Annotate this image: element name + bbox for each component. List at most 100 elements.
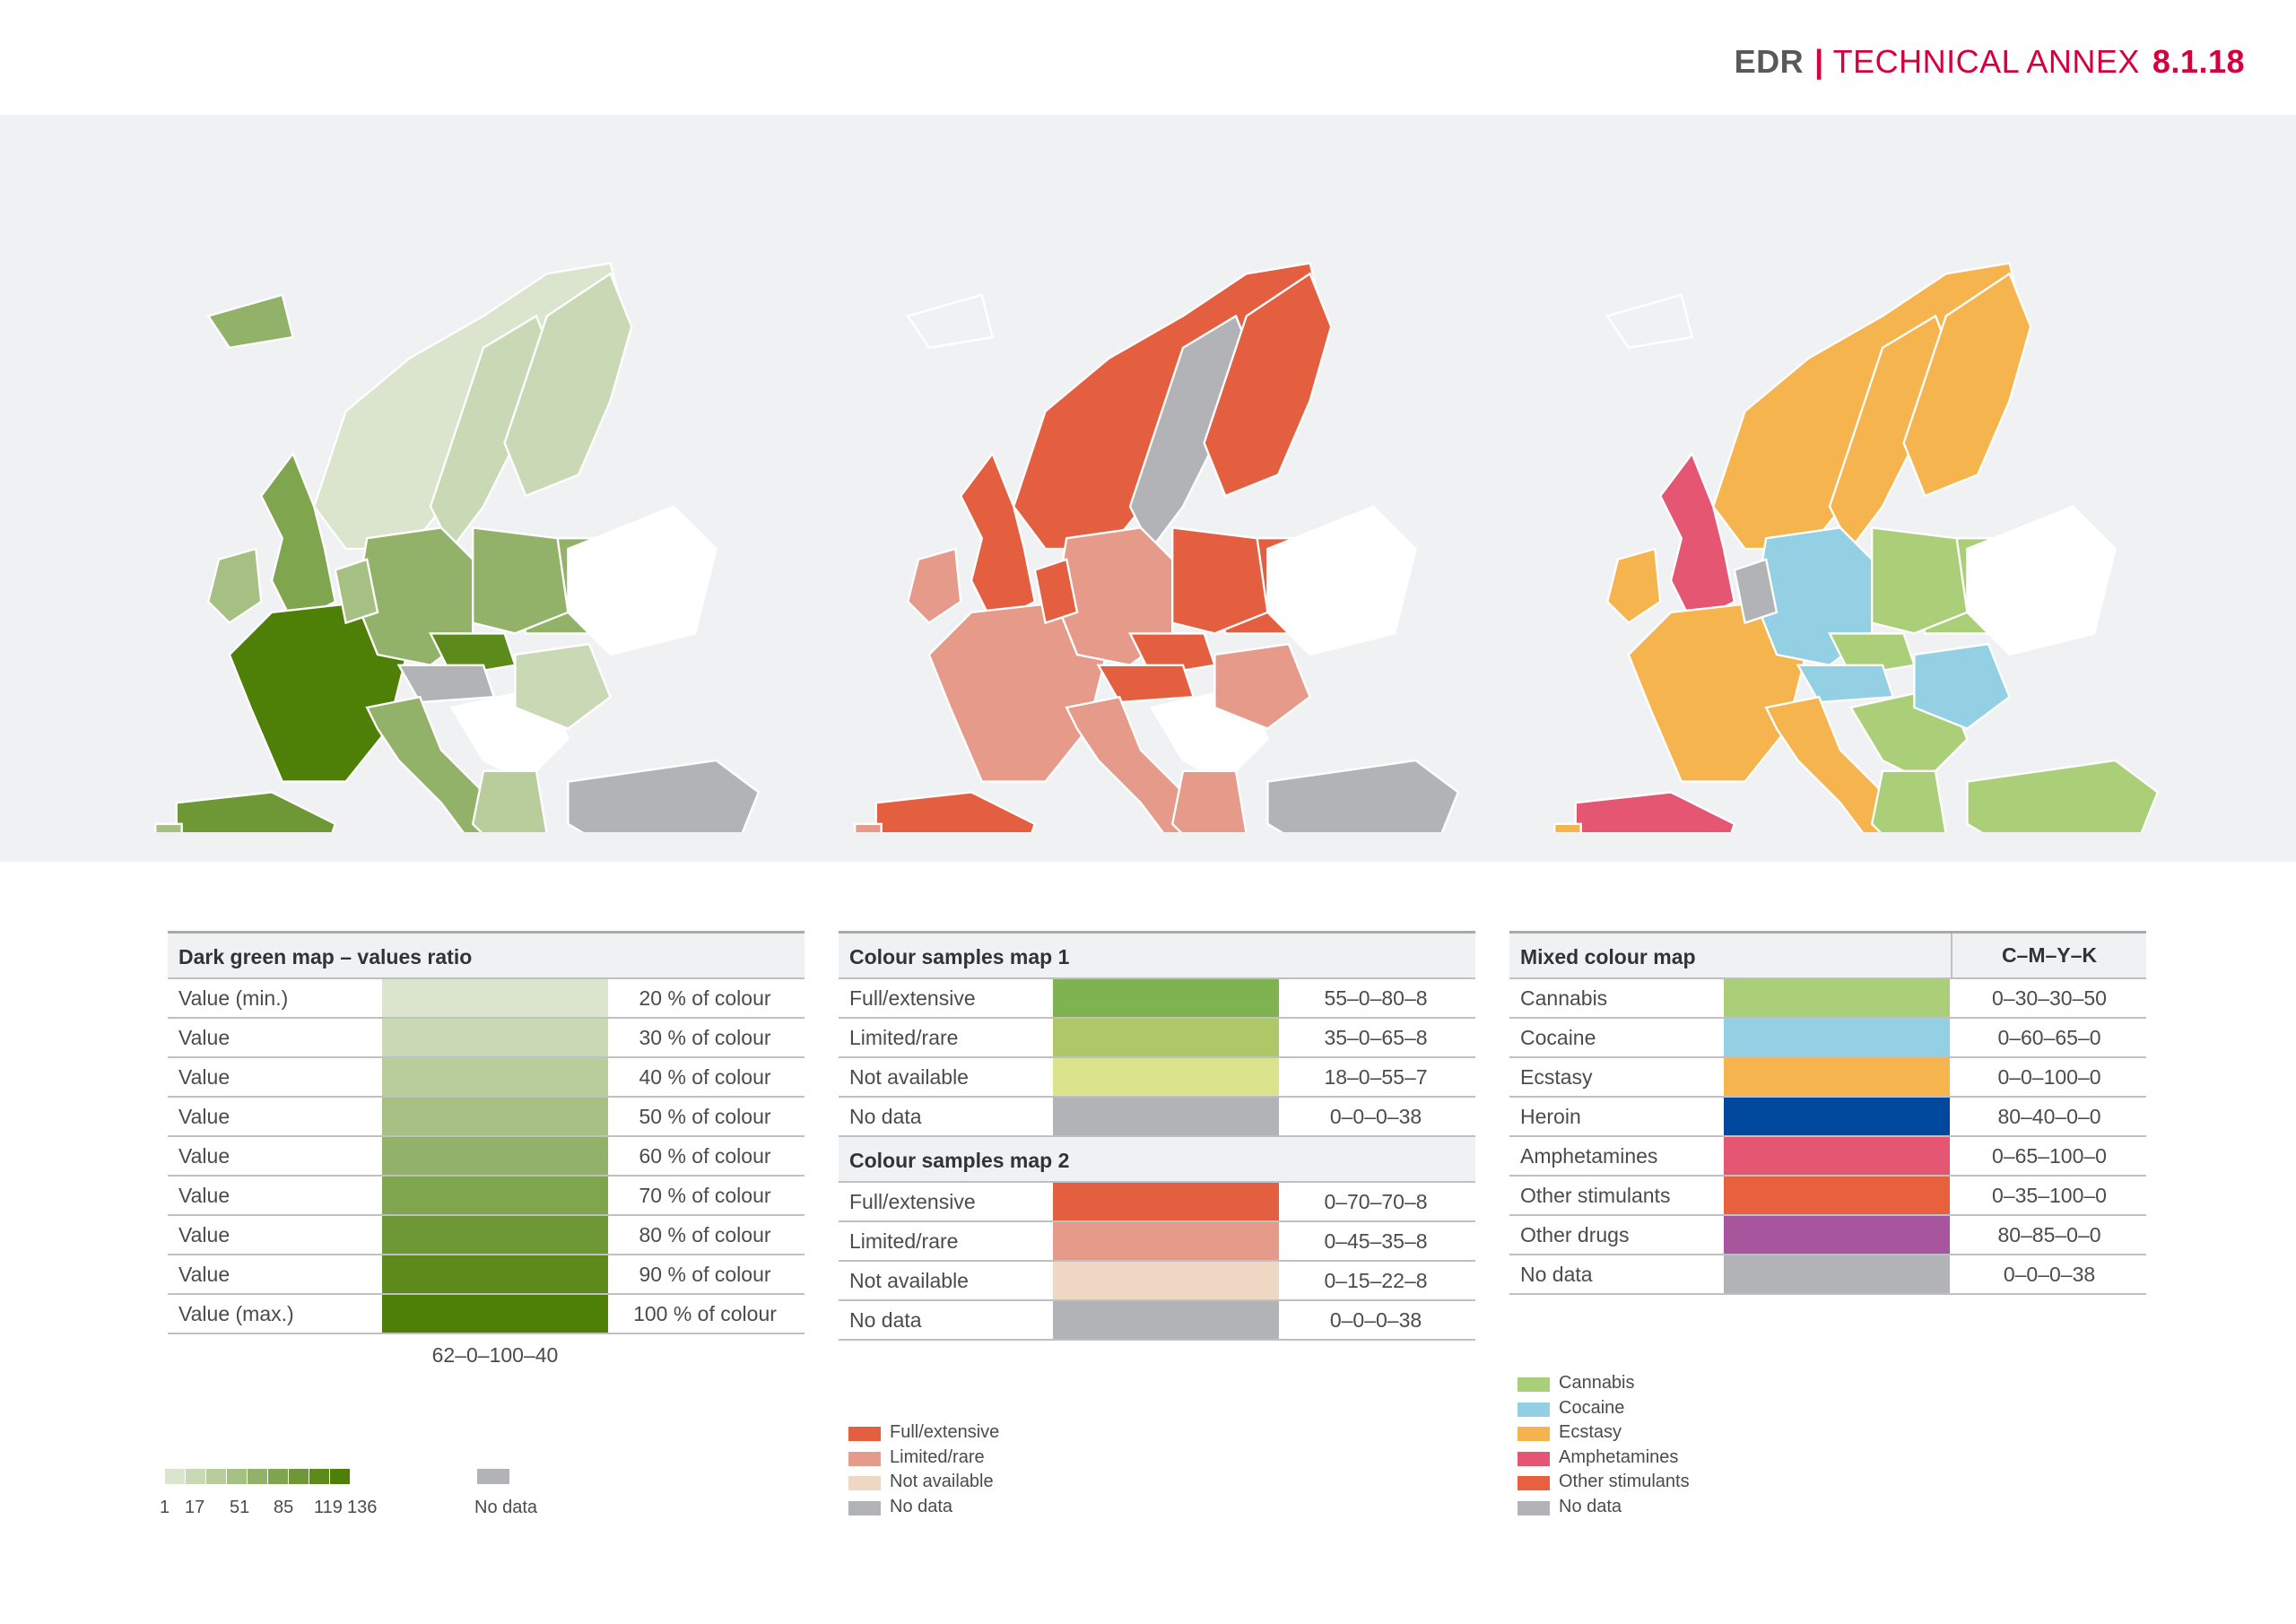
legend-label: No data <box>890 1496 953 1516</box>
row-label: Amphetamines <box>1520 1144 1658 1168</box>
legend-swatch <box>1518 1451 1550 1466</box>
gradient-tick-label: 51 <box>230 1498 250 1517</box>
country-spain <box>175 791 337 832</box>
legend-label: No data <box>1559 1496 1622 1516</box>
legend-swatch <box>1518 1402 1550 1417</box>
country-ireland <box>206 547 263 625</box>
colour-swatch <box>1053 1301 1279 1339</box>
gradient-step <box>268 1469 289 1484</box>
gradient-tick-label: 1 <box>160 1498 170 1517</box>
row-label: No data <box>1520 1263 1593 1286</box>
table-header: Mixed colour map C–M–Y–K <box>1509 931 2146 979</box>
legend-swatch <box>848 1451 881 1466</box>
country-ireland <box>1605 547 1662 625</box>
country-greece <box>1870 769 1947 832</box>
country-finland <box>503 272 633 498</box>
row-value: 0–0–0–38 <box>1329 1105 1422 1128</box>
country-uk <box>1658 451 1736 625</box>
header-separator: | <box>1814 43 1824 80</box>
table-header: Dark green map – values ratio <box>168 931 804 979</box>
country-austria <box>396 664 496 704</box>
table-row: Ecstasy 0–0–100–0 <box>1509 1058 2146 1098</box>
table-row: Amphetamines 0–65–100–0 <box>1509 1137 2146 1177</box>
legend-swatch <box>1518 1377 1550 1392</box>
row-label: Value <box>178 1144 230 1168</box>
country-finland <box>1203 272 1333 498</box>
legend-label: Full/extensive <box>890 1422 1000 1442</box>
row-value: 0–15–22–8 <box>1324 1269 1428 1292</box>
row-value: 18–0–55–7 <box>1324 1065 1428 1089</box>
legend-label: Cocaine <box>1559 1397 1625 1418</box>
country-poland <box>1871 526 1969 635</box>
table-row: Value 40 % of colour <box>168 1058 804 1098</box>
legend-label: Amphetamines <box>1559 1446 1679 1467</box>
row-label: Value <box>178 1263 230 1286</box>
gradient-step <box>165 1469 186 1484</box>
country-romania <box>514 642 613 730</box>
map-colour-samples-2 <box>854 262 1460 832</box>
country-turkey <box>1266 759 1460 832</box>
legend-swatch <box>1518 1500 1550 1515</box>
colour-swatch <box>1053 1222 1279 1260</box>
gradient-scale <box>165 1469 351 1484</box>
row-value: 0–35–100–0 <box>1992 1184 2107 1207</box>
colour-swatch <box>1053 1058 1279 1096</box>
table-row: Cocaine 0–60–65–0 <box>1509 1019 2146 1058</box>
row-label: No data <box>849 1105 922 1128</box>
row-label: Value <box>178 1105 230 1128</box>
column-header-cmyk: C–M–Y–K <box>1951 934 2146 977</box>
country-ukraine <box>1966 505 2117 656</box>
row-label: Value <box>178 1026 230 1049</box>
colour-swatch <box>1724 1177 1950 1214</box>
colour-swatch <box>1724 979 1950 1017</box>
table-row: Full/extensive 0–70–70–8 <box>839 1183 1475 1222</box>
row-label: Not available <box>849 1269 969 1292</box>
gradient-step <box>289 1469 309 1484</box>
row-label: No data <box>849 1308 922 1332</box>
row-value: 0–30–30–50 <box>1992 986 2107 1010</box>
row-value: 0–60–65–0 <box>1997 1026 2101 1049</box>
row-value: 30 % of colour <box>639 1026 771 1049</box>
country-romania <box>1213 642 1312 730</box>
colour-swatch <box>382 1019 608 1056</box>
gradient-step <box>206 1469 227 1484</box>
country-romania <box>1913 642 2012 730</box>
country-ukraine <box>1266 505 1417 656</box>
table-row: Not available 18–0–55–7 <box>839 1058 1475 1098</box>
row-value: 50 % of colour <box>639 1105 771 1128</box>
legend-swatch <box>1518 1427 1550 1441</box>
legend-gradient: 1 17 51 85 119 136 No data <box>160 1469 542 1523</box>
table-row: Limited/rare 0–45–35–8 <box>839 1222 1475 1262</box>
country-uk <box>959 451 1037 625</box>
country-greece <box>1170 769 1248 832</box>
row-value: 80–40–0–0 <box>1997 1105 2101 1128</box>
table-row: Not available 0–15–22–8 <box>839 1262 1475 1301</box>
row-label: Cannabis <box>1520 986 1608 1010</box>
country-iceland <box>1605 293 1694 350</box>
row-value: 0–65–100–0 <box>1992 1144 2107 1168</box>
row-value: 80 % of colour <box>639 1223 771 1246</box>
table-row: Value 90 % of colour <box>168 1255 804 1295</box>
row-label: Value (min.) <box>178 986 289 1010</box>
cmyk-value: 62–0–100–40 <box>431 1343 559 1367</box>
row-value: 35–0–65–8 <box>1324 1026 1428 1049</box>
row-value: 70 % of colour <box>639 1184 771 1207</box>
legend-swatch <box>848 1500 881 1515</box>
table-dark-green-ratio: Dark green map – values ratio Value (min… <box>168 931 804 1370</box>
row-value: 100 % of colour <box>633 1302 777 1325</box>
gradient-tick-label: 119 <box>314 1498 343 1517</box>
table-title-map2: Colour samples map 2 <box>849 1149 1070 1172</box>
gradient-step <box>309 1469 330 1484</box>
row-value: 0–0–0–38 <box>1329 1308 1422 1332</box>
gradient-step <box>248 1469 268 1484</box>
colour-swatch <box>1053 1183 1279 1220</box>
colour-swatch <box>1724 1255 1950 1293</box>
row-label: Other stimulants <box>1520 1184 1671 1207</box>
colour-swatch <box>1053 979 1279 1017</box>
nodata-swatch <box>477 1469 509 1484</box>
map-dark-green <box>154 262 761 832</box>
table-row: Value 80 % of colour <box>168 1216 804 1255</box>
row-value: 60 % of colour <box>639 1144 771 1168</box>
table-row: Limited/rare 35–0–65–8 <box>839 1019 1475 1058</box>
country-portugal <box>854 822 883 832</box>
